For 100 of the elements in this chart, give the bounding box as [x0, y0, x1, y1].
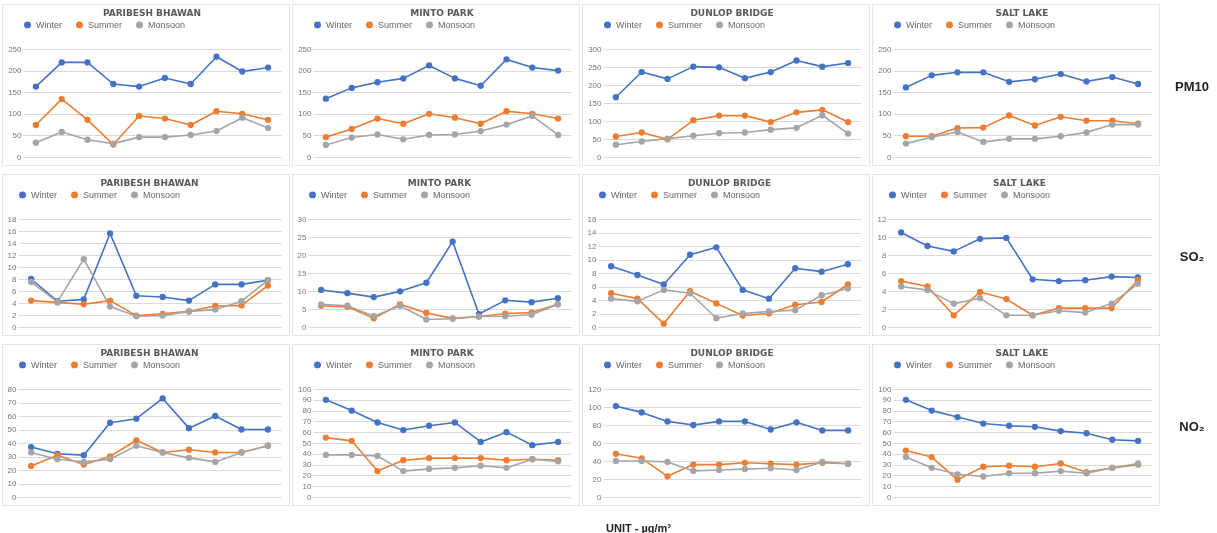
y-tick-label: 60 — [302, 427, 313, 437]
y-tick-label: 20 — [297, 250, 308, 260]
y-tick-label: 10 — [7, 262, 18, 272]
chart-title: MINTO PARK — [410, 8, 475, 18]
y-tick-label: 100 — [878, 384, 893, 394]
y-tick-label: 100 — [298, 109, 313, 119]
legend-label: Monsoon — [1018, 19, 1056, 30]
y-tick-label: 70 — [7, 398, 18, 407]
y-tick-label: 300 — [588, 44, 603, 54]
y-tick-label: 70 — [882, 416, 893, 426]
y-tick-label: 6 — [592, 282, 598, 291]
y-tick-label: 40 — [592, 456, 603, 466]
y-tick-label: 250 — [878, 44, 893, 54]
y-tick-label: 0 — [597, 492, 603, 502]
legend-label: Summer — [378, 19, 413, 30]
y-tick-label: 50 — [882, 130, 893, 140]
y-tick-label: 10 — [297, 286, 308, 296]
y-tick-label: 80 — [7, 384, 18, 394]
legend-label: Summer — [668, 19, 703, 30]
y-tick-label: 6 — [12, 286, 18, 296]
y-tick-label: 20 — [882, 470, 893, 480]
chart-title: MINTO PARK — [407, 178, 473, 188]
y-tick-label: 0 — [887, 492, 893, 502]
y-tick-label: 50 — [12, 130, 23, 140]
y-tick-label: 50 — [592, 134, 603, 144]
y-tick-label: 0 — [887, 152, 893, 162]
chart-title: SALT LAKE — [995, 8, 1049, 18]
chart-title: DUNLOP BRIDGE — [687, 178, 772, 188]
y-tick-label: 2 — [12, 310, 18, 320]
y-tick-label: 8 — [12, 274, 18, 284]
y-tick-label: 30 — [297, 214, 308, 224]
y-tick-label: 14 — [7, 238, 18, 248]
y-tick-label: 80 — [882, 406, 893, 416]
y-tick-label: 16 — [587, 214, 598, 224]
legend-label: Summer — [953, 189, 988, 200]
legend-label: Summer — [668, 359, 703, 370]
y-tick-label: 6 — [882, 268, 888, 278]
y-tick-label: 150 — [878, 87, 893, 97]
legend-label: Monsoon — [728, 19, 766, 30]
y-tick-label: 12 — [877, 214, 888, 224]
y-tick-label: 60 — [882, 427, 893, 437]
y-tick-label: 150 — [588, 98, 603, 108]
y-tick-label: 10 — [877, 232, 888, 242]
y-tick-label: 20 — [302, 470, 313, 480]
legend-label: Winter — [31, 359, 58, 370]
legend-label: Summer — [663, 189, 698, 200]
y-tick-label: 20 — [592, 474, 603, 484]
y-tick-label: 30 — [7, 452, 18, 461]
y-tick-label: 250 — [588, 62, 603, 72]
y-tick-label: 200 — [588, 80, 603, 90]
y-tick-label: 30 — [882, 460, 893, 470]
y-tick-label: 20 — [7, 465, 18, 475]
y-tick-label: 100 — [8, 109, 23, 119]
y-tick-label: 10 — [7, 479, 18, 488]
legend-label: Monsoon — [1018, 359, 1056, 370]
chart-title: DUNLOP BRIDGE — [690, 348, 774, 358]
legend-label: Monsoon — [438, 19, 476, 30]
legend-label: Summer — [958, 359, 993, 370]
text: NO₂ — [1178, 417, 1206, 436]
legend-label: Monsoon — [723, 189, 761, 200]
legend-label: Summer — [378, 359, 413, 370]
text: PM10 — [1174, 77, 1210, 96]
legend-label: Monsoon — [143, 359, 181, 370]
y-tick-label: 150 — [8, 87, 23, 97]
y-tick-label: 200 — [298, 66, 313, 76]
y-tick-label: 2 — [882, 304, 888, 314]
y-tick-label: 50 — [882, 438, 893, 448]
legend-label: Summer — [958, 19, 993, 30]
y-tick-label: 8 — [592, 268, 598, 278]
legend-label: Summer — [83, 359, 118, 370]
y-tick-label: 0 — [17, 152, 23, 162]
y-tick-label: 12 — [587, 241, 598, 251]
y-tick-label: 25 — [297, 232, 308, 242]
legend-label: Winter — [906, 19, 933, 30]
y-tick-label: 50 — [302, 130, 313, 140]
legend-label: Summer — [373, 189, 408, 200]
y-tick-label: 200 — [878, 66, 893, 76]
y-tick-label: 100 — [298, 384, 313, 394]
y-tick-label: 0 — [12, 492, 18, 502]
y-tick-label: 90 — [882, 395, 893, 405]
y-tick-label: 250 — [8, 44, 23, 54]
y-tick-label: 10 — [302, 481, 313, 491]
y-tick-label: 18 — [7, 214, 18, 224]
y-tick-label: 0 — [302, 322, 308, 332]
y-tick-label: 40 — [302, 449, 313, 459]
legend-label: Monsoon — [143, 189, 181, 200]
legend-label: Winter — [326, 359, 353, 370]
chart-title: DUNLOP BRIDGE — [690, 8, 774, 18]
legend-label: Winter — [901, 189, 928, 200]
legend-label: Monsoon — [433, 189, 471, 200]
y-tick-label: 8 — [882, 250, 888, 260]
chart-title: PARIBESH BHAWAN — [100, 178, 199, 188]
y-tick-label: 50 — [7, 425, 18, 434]
y-tick-label: 5 — [302, 304, 308, 314]
y-tick-label: 100 — [588, 402, 603, 412]
y-tick-label: 80 — [302, 406, 313, 416]
y-tick-label: 2 — [592, 309, 598, 318]
y-tick-label: 30 — [302, 460, 313, 470]
legend-label: Summer — [83, 189, 118, 200]
y-tick-label: 0 — [592, 322, 598, 332]
